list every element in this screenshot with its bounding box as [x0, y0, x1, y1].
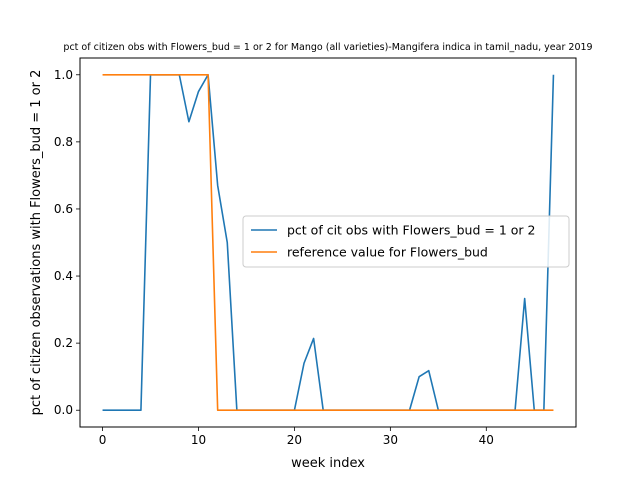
- series-line-1: [102, 73, 554, 412]
- legend-label-1: reference value for Flowers_bud: [287, 245, 488, 260]
- legend: pct of cit obs with Flowers_bud = 1 or 2…: [242, 215, 570, 268]
- chart-title: pct of citizen obs with Flowers_bud = 1 …: [63, 42, 592, 53]
- y-tick-label: 0.4: [54, 269, 73, 283]
- x-tick-label: 30: [383, 433, 398, 447]
- legend-label-0: pct of cit obs with Flowers_bud = 1 or 2: [287, 223, 535, 238]
- y-axis-ticks: 0.0 0.2 0.4 0.6 0.8 1.0: [54, 68, 80, 417]
- y-tick-label: 0.0: [54, 403, 73, 417]
- plot-area-frame: [79, 57, 577, 428]
- x-axis-label: week index: [291, 456, 365, 471]
- y-tick-label: 1.0: [54, 68, 73, 82]
- y-tick-label: 0.8: [54, 135, 73, 149]
- x-tick-label: 0: [99, 433, 107, 447]
- series-layer: [102, 73, 555, 412]
- x-tick-label: 40: [479, 433, 494, 447]
- x-tick-label: 20: [287, 433, 302, 447]
- y-tick-label: 0.6: [54, 202, 73, 216]
- legend-box: [242, 215, 570, 268]
- x-tick-label: 10: [191, 433, 206, 447]
- x-axis-ticks: 0 10 20 30 40: [99, 427, 494, 447]
- y-tick-label: 0.2: [54, 336, 73, 350]
- y-axis-label: pct of citizen observations with Flowers…: [29, 70, 44, 416]
